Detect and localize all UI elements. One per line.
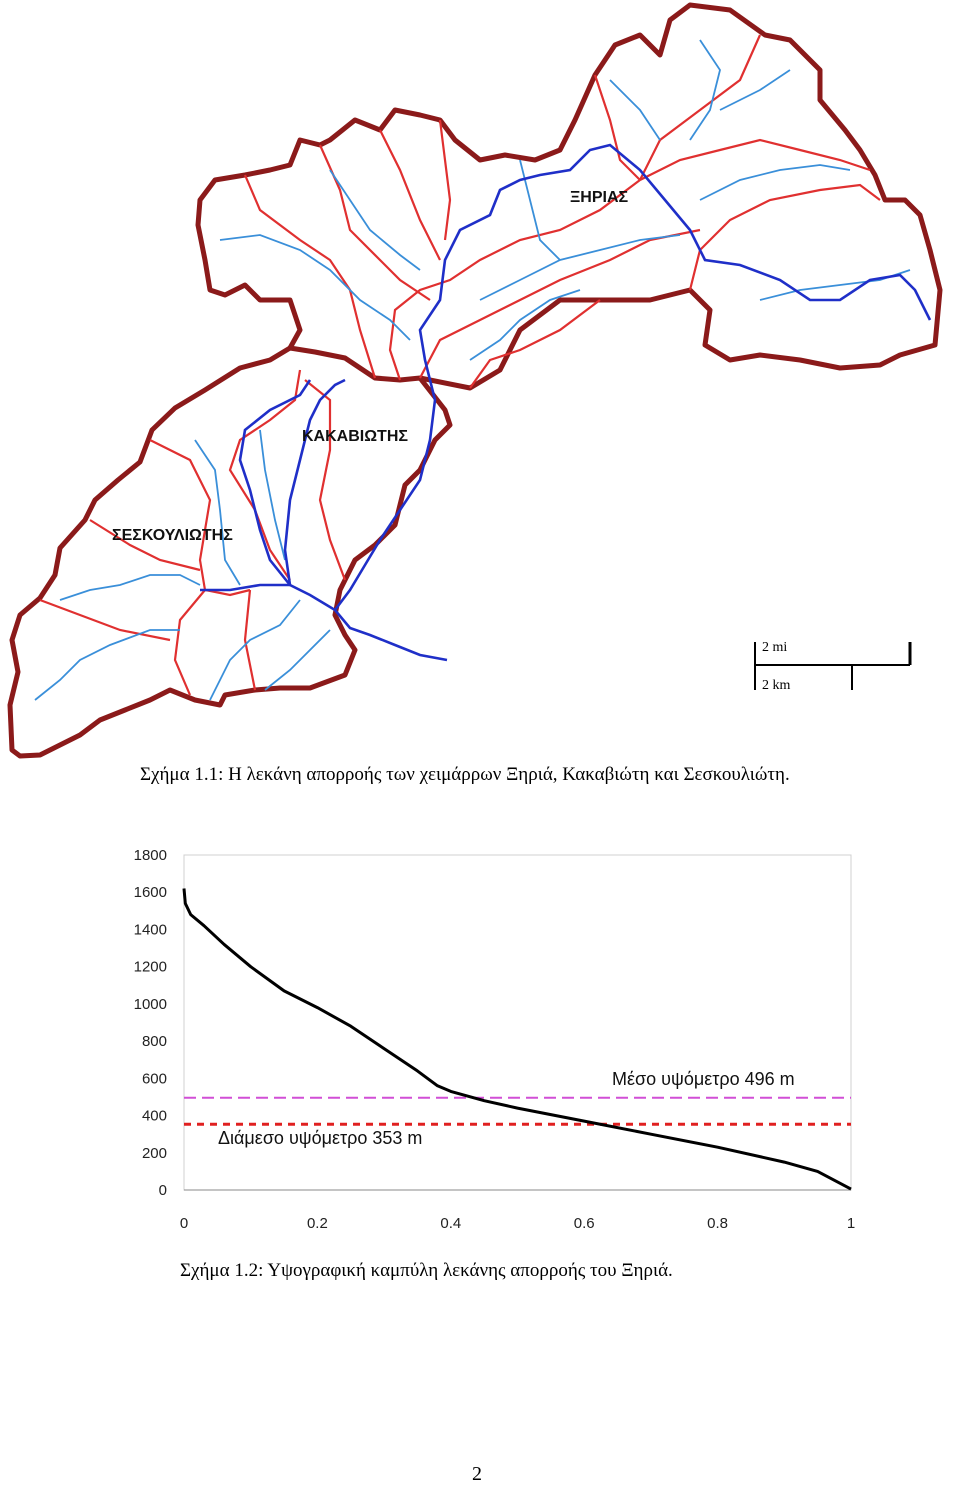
figure-1-caption: Σχήμα 1.1: Η λεκάνη απορροής των χειμάρρ… — [140, 764, 790, 785]
label-xirias: ΞΗΡΙΑΣ — [570, 189, 629, 206]
reference-lines — [184, 1096, 851, 1126]
x-tick-label: 1 — [847, 1215, 855, 1232]
y-tick-labels: 0 200 400 600 800 1000 1200 1400 1600 1800 — [134, 847, 167, 1199]
hypsometric-curve — [182, 888, 852, 1191]
y-tick-label: 200 — [142, 1145, 167, 1162]
x-tick-label: 0.8 — [707, 1215, 728, 1232]
x-tick-label: 0 — [180, 1215, 188, 1232]
basin-boundary — [7, 345, 453, 759]
label-seskouliotis: ΣΕΣΚΟΥΛΙΩΤΗΣ — [112, 527, 233, 544]
y-tick-label: 600 — [142, 1070, 167, 1087]
mean-elevation-label: Μέσο υψόμετρο 496 m — [612, 1069, 795, 1089]
main-rivers — [200, 143, 932, 662]
y-tick-label: 1200 — [134, 959, 167, 976]
median-elevation-label: Διάμεσο υψόμετρο 353 m — [218, 1128, 422, 1148]
basin-map: ΞΗΡΙΑΣ ΚΑΚΑΒΙΩΤΗΣ ΣΕΣΚΟΥΛΙΩΤΗΣ 2 mi 2 km — [7, 2, 943, 759]
page-number: 2 — [472, 1463, 482, 1485]
y-tick-label: 1400 — [134, 921, 167, 938]
scale-bar: 2 mi 2 km — [754, 640, 912, 693]
scale-miles: 2 mi — [762, 640, 787, 655]
x-tick-labels: 0 0.2 0.4 0.6 0.8 1 — [180, 1215, 855, 1232]
x-tick-label: 0.2 — [307, 1215, 328, 1232]
basin-boundary-north — [195, 2, 943, 391]
scale-km: 2 km — [762, 678, 791, 693]
y-tick-label: 1000 — [134, 996, 167, 1013]
x-tick-label: 0.4 — [440, 1215, 461, 1232]
label-kakaviotis: ΚΑΚΑΒΙΩΤΗΣ — [302, 428, 408, 445]
x-tick-label: 0.6 — [574, 1215, 595, 1232]
figure-2-caption: Σχήμα 1.2: Υψογραφική καμπύλη λεκάνης απ… — [180, 1260, 673, 1281]
tributaries — [34, 39, 911, 701]
y-tick-label: 400 — [142, 1108, 167, 1125]
y-tick-label: 0 — [159, 1182, 167, 1199]
subbasin-divides — [39, 34, 881, 696]
y-tick-label: 800 — [142, 1033, 167, 1050]
hypsometric-chart: 0 200 400 600 800 1000 1200 1400 1600 1800 0 0.2 0.… — [134, 847, 856, 1232]
y-tick-label: 1800 — [134, 847, 167, 864]
y-tick-label: 1600 — [134, 884, 167, 901]
